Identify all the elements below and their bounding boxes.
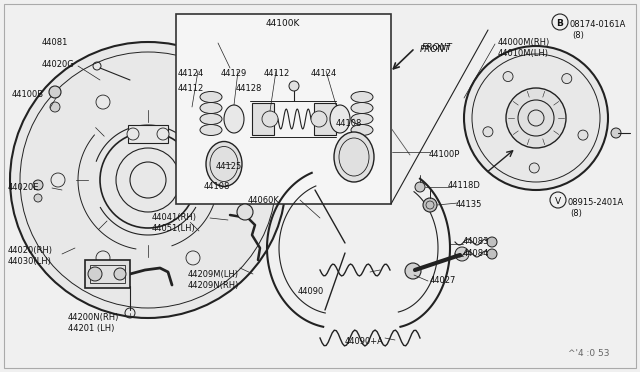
- Ellipse shape: [200, 92, 222, 103]
- Circle shape: [464, 46, 608, 190]
- Ellipse shape: [351, 113, 373, 125]
- Circle shape: [262, 111, 278, 127]
- Text: 44100B: 44100B: [12, 90, 44, 99]
- Circle shape: [529, 163, 540, 173]
- Circle shape: [88, 267, 102, 281]
- Circle shape: [611, 128, 621, 138]
- Bar: [128, 125, 168, 143]
- Circle shape: [311, 111, 327, 127]
- Text: 44201 (LH): 44201 (LH): [68, 324, 115, 333]
- Circle shape: [423, 198, 437, 212]
- Circle shape: [483, 127, 493, 137]
- Bar: [314, 103, 336, 135]
- Text: 44129: 44129: [221, 69, 247, 78]
- Text: 44124: 44124: [311, 69, 337, 78]
- Text: 44020E: 44020E: [8, 183, 40, 192]
- Text: 44051(LH): 44051(LH): [152, 224, 196, 233]
- Circle shape: [33, 180, 43, 190]
- Circle shape: [506, 88, 566, 148]
- Ellipse shape: [200, 113, 222, 125]
- Text: FRONT: FRONT: [420, 45, 451, 54]
- Text: (8): (8): [572, 31, 584, 40]
- Text: 44020(RH): 44020(RH): [8, 246, 53, 255]
- Circle shape: [96, 251, 110, 265]
- Circle shape: [10, 42, 286, 318]
- Text: (8): (8): [570, 209, 582, 218]
- Text: 44108: 44108: [204, 182, 230, 191]
- Text: 44060K: 44060K: [248, 196, 280, 205]
- Text: 44124: 44124: [178, 69, 204, 78]
- Circle shape: [231, 173, 245, 187]
- Text: ^'4 :0 53: ^'4 :0 53: [568, 349, 610, 358]
- Ellipse shape: [351, 103, 373, 113]
- Text: 44209M(LH): 44209M(LH): [188, 270, 239, 279]
- Text: 44209N(RH): 44209N(RH): [188, 281, 239, 290]
- Circle shape: [562, 74, 572, 84]
- Ellipse shape: [330, 105, 350, 133]
- Bar: [252, 103, 274, 135]
- Ellipse shape: [351, 92, 373, 103]
- Ellipse shape: [200, 103, 222, 113]
- Bar: [176, 14, 391, 204]
- Text: 44030(LH): 44030(LH): [8, 257, 52, 266]
- Circle shape: [289, 81, 299, 91]
- Circle shape: [186, 251, 200, 265]
- Text: FRONT: FRONT: [422, 43, 452, 52]
- Text: 44041(RH): 44041(RH): [152, 213, 197, 222]
- Text: 44112: 44112: [264, 69, 291, 78]
- Circle shape: [51, 173, 65, 187]
- Ellipse shape: [206, 141, 242, 186]
- Circle shape: [578, 130, 588, 140]
- Text: 44112: 44112: [178, 84, 204, 93]
- Text: 44100P: 44100P: [429, 150, 460, 159]
- Circle shape: [405, 263, 421, 279]
- Circle shape: [127, 128, 139, 140]
- Circle shape: [186, 95, 200, 109]
- Circle shape: [34, 194, 42, 202]
- Bar: [90, 265, 125, 283]
- Ellipse shape: [200, 125, 222, 135]
- Circle shape: [157, 128, 169, 140]
- Ellipse shape: [334, 132, 374, 182]
- Text: 44128: 44128: [236, 84, 262, 93]
- Circle shape: [50, 102, 60, 112]
- Circle shape: [503, 71, 513, 81]
- Circle shape: [96, 95, 110, 109]
- Text: 44083: 44083: [463, 237, 490, 246]
- Text: 44100K: 44100K: [266, 19, 300, 28]
- Circle shape: [237, 204, 253, 220]
- Text: V: V: [555, 197, 561, 206]
- Text: 44010M(LH): 44010M(LH): [498, 49, 549, 58]
- Circle shape: [487, 237, 497, 247]
- Ellipse shape: [351, 125, 373, 135]
- Text: 08915-2401A: 08915-2401A: [568, 198, 624, 207]
- Text: 44081: 44081: [42, 38, 68, 47]
- Text: 08174-0161A: 08174-0161A: [570, 20, 627, 29]
- Circle shape: [455, 247, 469, 261]
- Text: 44090: 44090: [298, 287, 324, 296]
- Text: 44084: 44084: [463, 249, 490, 258]
- Circle shape: [100, 132, 196, 228]
- Text: 44118D: 44118D: [448, 181, 481, 190]
- Text: B: B: [557, 19, 563, 28]
- Text: 44000M(RH): 44000M(RH): [498, 38, 550, 47]
- Circle shape: [415, 182, 425, 192]
- Circle shape: [114, 268, 126, 280]
- Text: 44090+A: 44090+A: [345, 337, 384, 346]
- Text: 44108: 44108: [336, 119, 362, 128]
- Text: 44135: 44135: [456, 200, 483, 209]
- Text: 44125: 44125: [216, 162, 243, 171]
- Circle shape: [487, 249, 497, 259]
- Text: 44200N(RH): 44200N(RH): [68, 313, 120, 322]
- Text: 44027: 44027: [430, 276, 456, 285]
- Text: 44020G: 44020G: [42, 60, 75, 69]
- Bar: [85, 260, 130, 288]
- Circle shape: [49, 86, 61, 98]
- Ellipse shape: [224, 105, 244, 133]
